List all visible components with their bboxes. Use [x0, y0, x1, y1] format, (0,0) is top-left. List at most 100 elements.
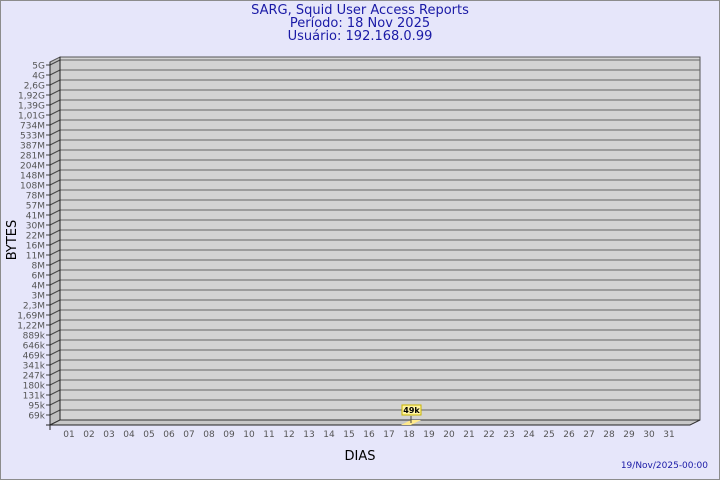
gridline-depth [49, 129, 61, 136]
x-tick-label: 20 [443, 430, 455, 440]
gridline-depth [49, 249, 61, 256]
y-tick-label: 1,92G [18, 92, 45, 102]
y-tick-label: 2,6G [24, 82, 45, 92]
y-tick-label: 204M [20, 162, 45, 172]
period-label: Período: 18 Nov 2025 [289, 16, 431, 31]
y-tick-label: 387M [20, 142, 45, 152]
gridline-depth [49, 229, 61, 236]
y-tick-label: 30M [26, 222, 45, 232]
x-axis-label: DIAS [345, 449, 376, 464]
gridline-depth [49, 69, 61, 76]
y-tick-label: 5G [32, 62, 45, 72]
gridline-depth [49, 299, 61, 306]
x-tick-label: 21 [463, 430, 474, 440]
x-tick-label: 04 [123, 430, 135, 440]
y-tick-label: 11M [26, 252, 45, 262]
x-tick-label: 12 [283, 430, 294, 440]
gridline-depth [49, 79, 61, 86]
generated-timestamp: 19/Nov/2025-00:00 [620, 461, 708, 471]
gridline-depth [49, 359, 61, 366]
floor [49, 419, 701, 426]
gridline-depth [49, 209, 61, 216]
y-tick-label: 469k [23, 352, 46, 362]
gridline-depth [49, 309, 61, 316]
y-tick-label: 3M [32, 292, 46, 302]
y-tick-label: 131k [23, 392, 46, 402]
gridline-depth [49, 169, 61, 176]
x-tick-label: 07 [183, 430, 194, 440]
y-tick-label: 69k [28, 412, 45, 422]
x-tick-label: 18 [403, 430, 415, 440]
x-tick-label: 19 [423, 430, 435, 440]
x-tick-label: 13 [303, 430, 314, 440]
x-tick-label: 03 [103, 430, 114, 440]
gridline-depth [49, 269, 61, 276]
y-tick-label: 281M [20, 152, 45, 162]
x-tick-label: 24 [523, 430, 535, 440]
y-tick-label: 41M [26, 212, 45, 222]
y-tick-label: 16M [26, 242, 45, 252]
y-axis-label: BYTES [5, 220, 20, 261]
x-tick-label: 27 [583, 430, 594, 440]
data-label-box [401, 404, 422, 416]
gridline-depth [49, 179, 61, 186]
x-tick-label: 05 [143, 430, 154, 440]
x-tick-label: 16 [363, 430, 375, 440]
gridline-depth [49, 349, 61, 356]
gridline-depth [49, 119, 61, 126]
gridline-depth [49, 149, 61, 156]
gridline-depth [49, 279, 61, 286]
gridline-depth [49, 399, 61, 406]
gridline-depth [49, 89, 61, 96]
gridline-depth [49, 159, 61, 166]
y-tick-label: 4M [32, 282, 46, 292]
x-tick-label: 28 [603, 430, 615, 440]
data-label: 49k [403, 406, 420, 415]
gridline-depth [49, 289, 61, 296]
chart-title: SARG, Squid User Access Reports [251, 3, 469, 18]
y-tick-label: 889k [23, 332, 46, 342]
y-tick-label: 108M [20, 182, 45, 192]
y-tick-label: 180k [23, 382, 46, 392]
x-tick-label: 31 [663, 430, 674, 440]
y-tick-label: 1,39G [18, 102, 45, 112]
gridline-depth [49, 189, 61, 196]
gridline-depth [49, 339, 61, 346]
y-tick-label: 57M [26, 202, 45, 212]
x-tick-label: 29 [623, 430, 635, 440]
gridline-depth [49, 239, 61, 246]
y-tick-label: 4G [32, 72, 45, 82]
x-tick-label: 11 [263, 430, 274, 440]
y-tick-label: 6M [32, 272, 46, 282]
back-wall [59, 56, 701, 421]
gridline-depth [49, 319, 61, 326]
gridline-depth [49, 389, 61, 396]
y-tick-label: 734M [20, 122, 45, 132]
x-tick-label: 15 [343, 430, 354, 440]
y-tick-label: 1,22M [17, 322, 45, 332]
gridline-depth [49, 59, 61, 66]
y-tick-label: 247k [23, 372, 46, 382]
x-tick-label: 14 [323, 430, 335, 440]
gridline-depth [49, 199, 61, 206]
y-tick-label: 341k [23, 362, 46, 372]
gridline-depth [49, 369, 61, 376]
gridline-depth [49, 329, 61, 336]
y-tick-label: 95k [28, 402, 45, 412]
x-tick-label: 08 [203, 430, 215, 440]
x-tick-label: 22 [483, 430, 494, 440]
y-tick-label: 1,69M [17, 312, 45, 322]
y-tick-label: 8M [32, 262, 46, 272]
y-tick-label: 1,01G [18, 112, 45, 122]
y-tick-label: 148M [20, 172, 45, 182]
x-tick-label: 23 [503, 430, 514, 440]
x-tick-label: 17 [383, 430, 394, 440]
y-tick-label: 533M [20, 132, 45, 142]
gridline-depth [49, 139, 61, 146]
gridline-depth [49, 109, 61, 116]
x-tick-label: 01 [63, 430, 74, 440]
gridline-depth [49, 219, 61, 226]
y-tick-label: 78M [26, 192, 45, 202]
x-tick-label: 25 [543, 430, 554, 440]
